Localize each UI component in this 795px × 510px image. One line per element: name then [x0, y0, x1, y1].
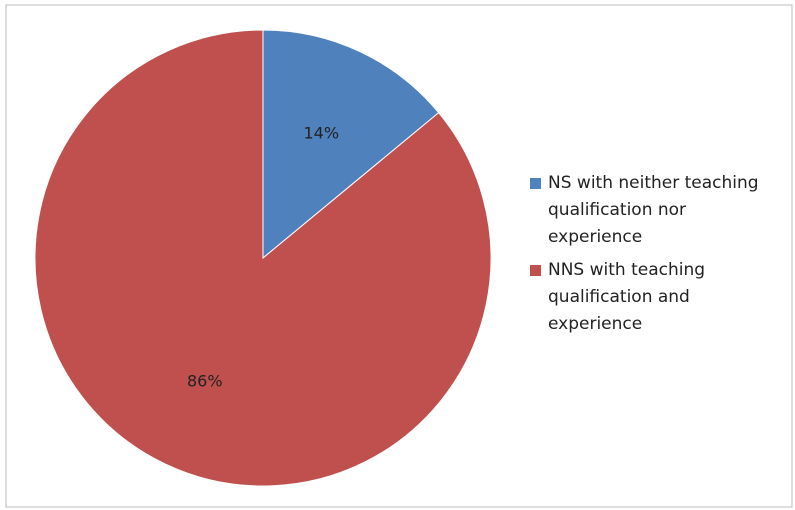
- legend-item: NS with neither teaching qualification n…: [528, 170, 768, 251]
- legend-label: NNS with teaching qualification and expe…: [548, 260, 706, 334]
- pie-slice: [34, 29, 492, 487]
- legend-swatch: [530, 265, 541, 276]
- legend-label: NS with neither teaching qualification n…: [548, 173, 759, 247]
- legend: NS with neither teaching qualification n…: [528, 170, 768, 344]
- data-label: 14%: [303, 124, 339, 143]
- pie-slice: [262, 29, 440, 260]
- legend-swatch: [530, 178, 541, 189]
- data-label: 86%: [187, 371, 223, 390]
- legend-item: NNS with teaching qualification and expe…: [528, 257, 768, 338]
